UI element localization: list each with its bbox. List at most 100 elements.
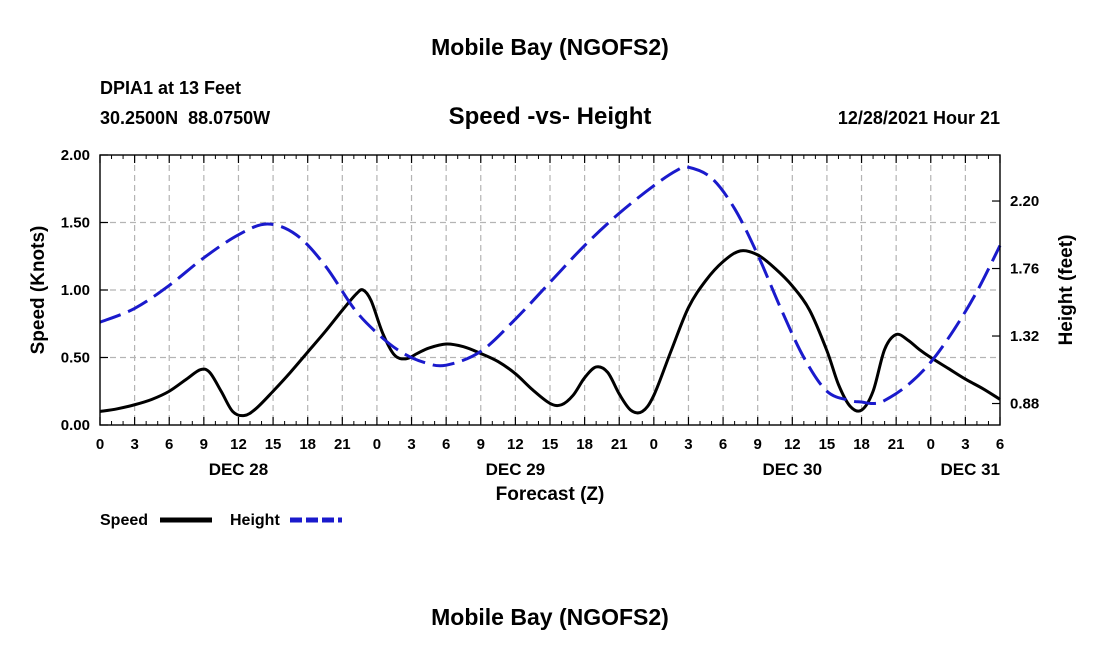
data-point-speed xyxy=(872,390,874,392)
plot-title: Speed -vs- Height xyxy=(449,103,652,130)
x-tick-label: 9 xyxy=(477,436,485,453)
data-point-speed xyxy=(947,367,949,369)
data-point-height xyxy=(976,290,978,292)
data-point-speed xyxy=(306,351,308,353)
data-point-speed xyxy=(560,404,562,406)
x-tick-label: 0 xyxy=(650,436,658,453)
data-point-speed xyxy=(208,371,210,373)
data-point-speed xyxy=(116,408,118,410)
data-point-height xyxy=(883,399,885,401)
data-point-speed xyxy=(606,371,608,373)
x-tick-label: 3 xyxy=(961,436,969,453)
data-point-height xyxy=(480,350,482,352)
data-point-height xyxy=(324,264,326,266)
data-point-speed xyxy=(370,300,372,302)
data-point-speed xyxy=(595,366,597,368)
data-point-height xyxy=(583,244,585,246)
data-point-speed xyxy=(895,333,897,335)
x-tick-label: 6 xyxy=(165,436,173,453)
data-point-speed xyxy=(653,394,655,396)
x-tick-label: 3 xyxy=(407,436,415,453)
data-point-height xyxy=(710,177,712,179)
station-name: DPIA1 at 13 Feet xyxy=(100,78,241,98)
data-point-height xyxy=(168,284,170,286)
data-point-speed xyxy=(168,390,170,392)
data-point-speed xyxy=(133,404,135,406)
x-tick-label: 21 xyxy=(334,436,351,453)
data-point-height xyxy=(133,307,135,309)
data-point-height xyxy=(376,332,378,334)
y-tick-label-left: 1.00 xyxy=(61,282,90,299)
data-point-speed xyxy=(583,377,585,379)
data-point-height xyxy=(756,254,758,256)
data-point-speed xyxy=(355,293,357,295)
data-point-speed xyxy=(220,390,222,392)
y-tick-label-left: 1.50 xyxy=(61,215,90,232)
x-tick-label: 18 xyxy=(576,436,593,453)
forecast-timestamp: 12/28/2021 Hour 21 xyxy=(838,108,1000,128)
data-point-speed xyxy=(670,350,672,352)
x-tick-label: 3 xyxy=(684,436,692,453)
data-point-speed xyxy=(289,371,291,373)
data-point-speed xyxy=(324,331,326,333)
data-point-speed xyxy=(341,309,343,311)
data-point-speed xyxy=(572,394,574,396)
data-point-speed xyxy=(687,306,689,308)
data-point-speed xyxy=(243,414,245,416)
y-tick-label-right: 0.88 xyxy=(1010,396,1039,413)
series-layer xyxy=(99,165,1002,418)
data-point-speed xyxy=(918,348,920,350)
legend-speed-label: Speed xyxy=(100,512,148,529)
x-tick-label: 0 xyxy=(927,436,935,453)
x-tick-label: 6 xyxy=(442,436,450,453)
chart-footer-title: Mobile Bay (NGOFS2) xyxy=(431,604,669,630)
data-point-height xyxy=(906,384,908,386)
data-point-height xyxy=(780,307,782,309)
data-point-speed xyxy=(199,368,201,370)
data-point-height xyxy=(422,361,424,363)
data-point-height xyxy=(653,184,655,186)
data-point-speed xyxy=(618,393,620,395)
data-point-speed xyxy=(791,285,793,287)
data-point-speed xyxy=(151,398,153,400)
data-point-height xyxy=(733,207,735,209)
y-tick-label-right: 1.32 xyxy=(1010,328,1039,345)
data-point-height xyxy=(803,356,805,358)
data-point-height xyxy=(849,399,851,401)
y-tick-label-right: 2.20 xyxy=(1010,193,1039,210)
data-point-speed xyxy=(416,352,418,354)
legend: Speed Height xyxy=(100,512,342,529)
data-point-speed xyxy=(362,289,364,291)
data-point-speed xyxy=(381,332,383,334)
x-tick-label: 0 xyxy=(373,436,381,453)
x-tick-label: 3 xyxy=(130,436,138,453)
data-point-speed xyxy=(531,389,533,391)
y-tick-label-right: 1.76 xyxy=(1010,261,1039,278)
station-coordinates: 30.2500N 88.0750W xyxy=(100,108,270,128)
chart-page-title: Mobile Bay (NGOFS2) xyxy=(431,34,669,60)
data-point-speed xyxy=(826,350,828,352)
x-tick-label: 6 xyxy=(996,436,1004,453)
data-point-height xyxy=(930,361,932,363)
data-point-height xyxy=(353,307,355,309)
data-point-height xyxy=(445,364,447,366)
x-tick-label: 18 xyxy=(299,436,316,453)
x-tick-label: 18 xyxy=(853,436,870,453)
x-tick-label: 15 xyxy=(819,436,836,453)
day-label: DEC 29 xyxy=(486,460,546,479)
data-point-speed xyxy=(837,383,839,385)
x-tick-label: 9 xyxy=(754,436,762,453)
y-tick-label-left: 2.00 xyxy=(61,147,90,164)
data-point-speed xyxy=(739,250,741,252)
data-point-speed xyxy=(964,378,966,380)
data-point-height xyxy=(687,166,689,168)
x-tick-label: 15 xyxy=(265,436,282,453)
data-point-speed xyxy=(272,390,274,392)
data-point-speed xyxy=(231,410,233,412)
day-label: DEC 28 xyxy=(209,460,269,479)
data-point-height xyxy=(872,402,874,404)
data-point-speed xyxy=(705,279,707,281)
day-label: DEC 31 xyxy=(940,460,1000,479)
data-point-height xyxy=(203,257,205,259)
